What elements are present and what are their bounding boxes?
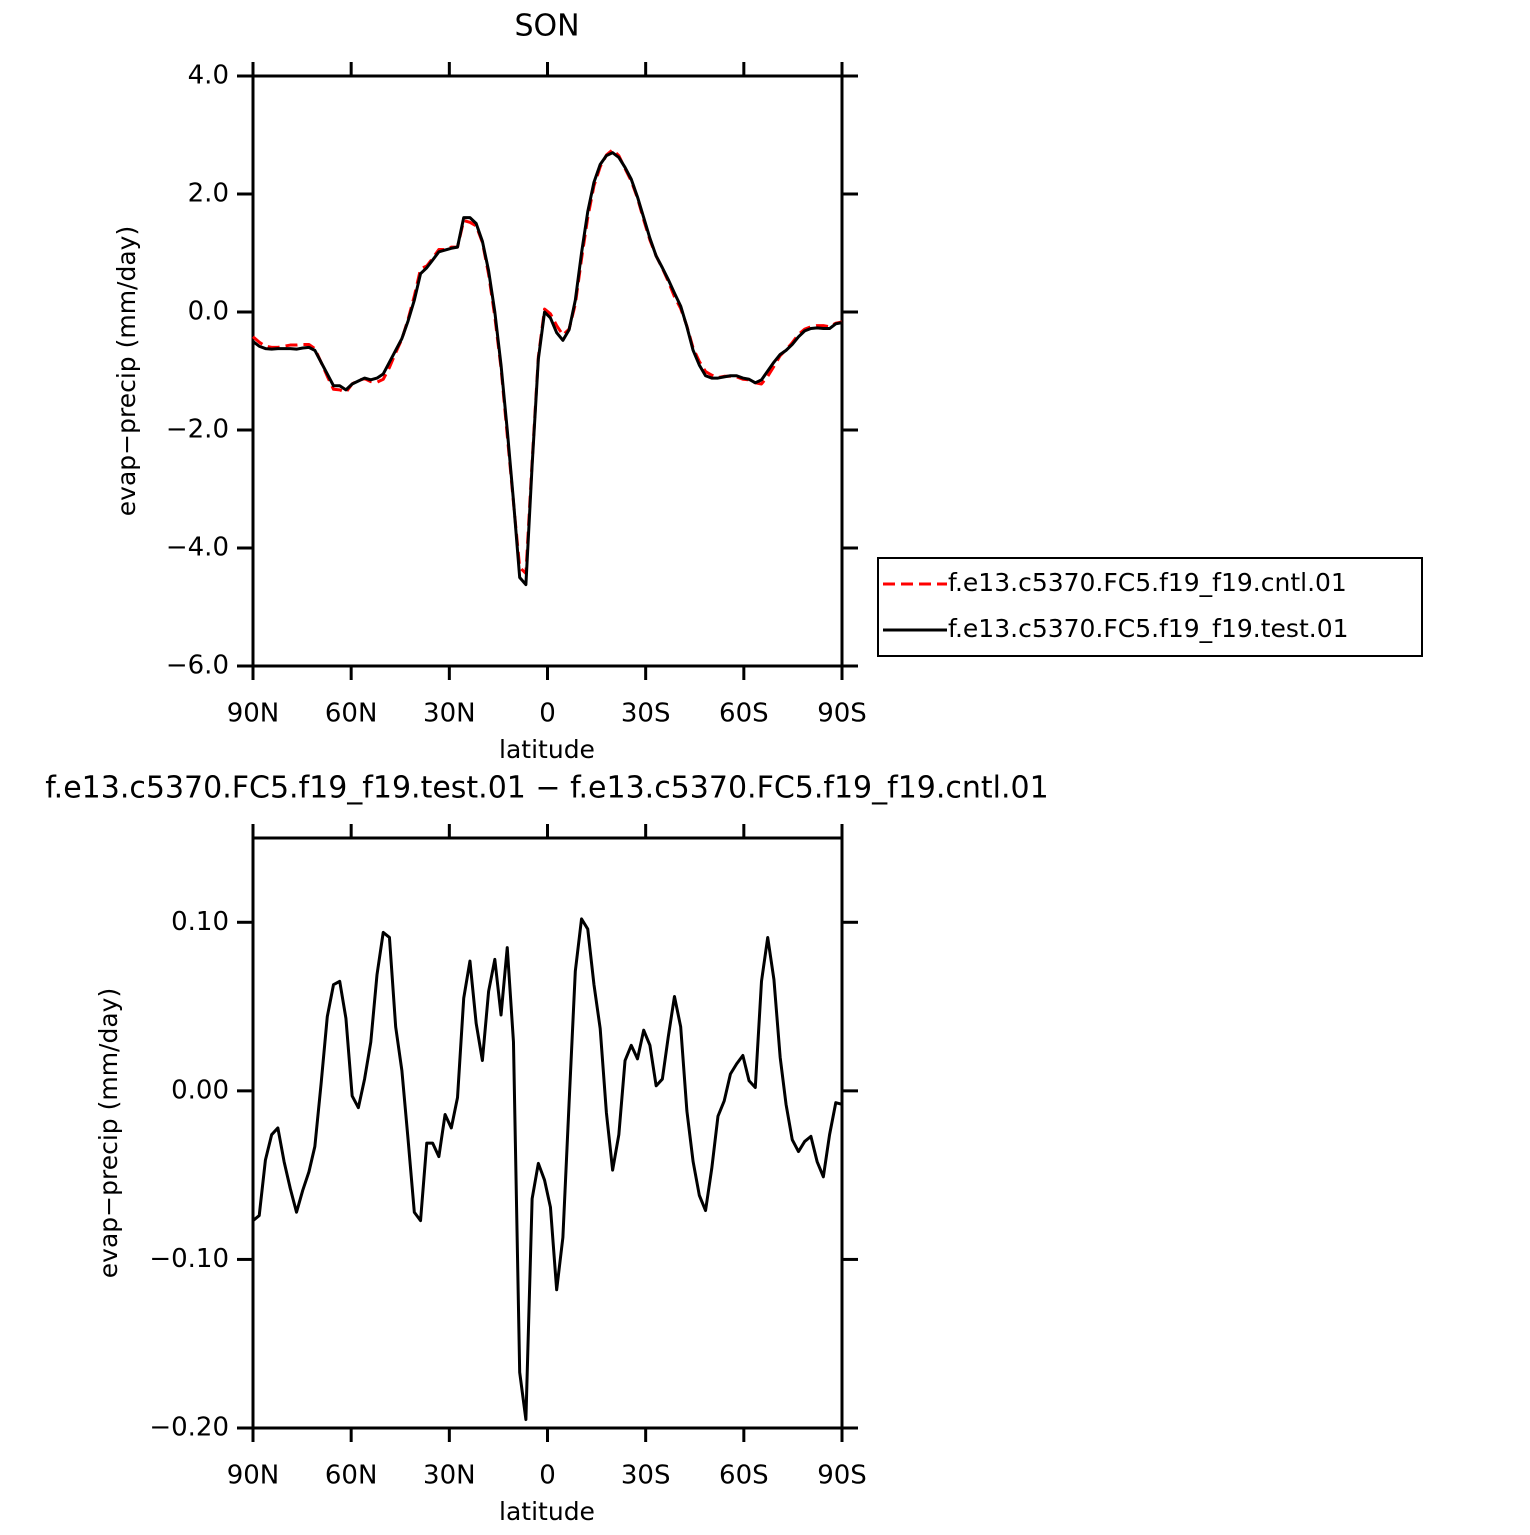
y-tick-label: −4.0	[166, 533, 229, 563]
x-tick-label: 90S	[817, 699, 867, 729]
legend-label: f.e13.c5370.FC5.f19_f19.test.01	[948, 614, 1349, 643]
x-tick-label: 60N	[325, 1461, 378, 1491]
y-tick-label: 0.0	[188, 297, 229, 327]
y-tick-label: 0.10	[171, 907, 229, 937]
x-tick-label: 30S	[621, 1461, 671, 1491]
chart-title: f.e13.c5370.FC5.f19_f19.test.01 − f.e13.…	[45, 771, 1048, 806]
data-line	[252, 917, 843, 1422]
legend-box	[877, 557, 1423, 657]
x-axis-label: latitude	[499, 1497, 595, 1526]
y-axis-label: evap−precip (mm/day)	[94, 988, 123, 1278]
plot-frame	[251, 836, 844, 1430]
x-tick-label: 30N	[423, 1461, 476, 1491]
y-tick-label: 2.0	[188, 179, 229, 209]
y-tick-label: −6.0	[166, 651, 229, 681]
x-tick-label: 0	[539, 1461, 556, 1491]
y-tick-label: −0.10	[149, 1244, 229, 1274]
x-tick-label: 60N	[325, 699, 378, 729]
y-tick-label: −2.0	[166, 415, 229, 445]
y-tick-label: 4.0	[188, 61, 229, 91]
x-tick-label: 60S	[719, 699, 769, 729]
chart-title: SON	[514, 9, 579, 44]
x-tick-label: 0	[539, 699, 556, 729]
plot-frame	[251, 74, 844, 668]
x-axis-label: latitude	[499, 735, 595, 764]
y-tick-label: −0.20	[149, 1413, 229, 1443]
y-axis-label: evap−precip (mm/day)	[112, 226, 141, 516]
data-line	[252, 151, 843, 587]
x-tick-label: 90N	[227, 699, 280, 729]
x-tick-label: 30N	[423, 699, 476, 729]
y-tick-label: 0.00	[171, 1075, 229, 1105]
data-line	[252, 148, 843, 575]
x-tick-label: 30S	[621, 699, 671, 729]
x-tick-label: 90S	[817, 1461, 867, 1491]
legend-label: f.e13.c5370.FC5.f19_f19.cntl.01	[948, 568, 1347, 597]
x-tick-label: 90N	[227, 1461, 280, 1491]
x-tick-label: 60S	[719, 1461, 769, 1491]
